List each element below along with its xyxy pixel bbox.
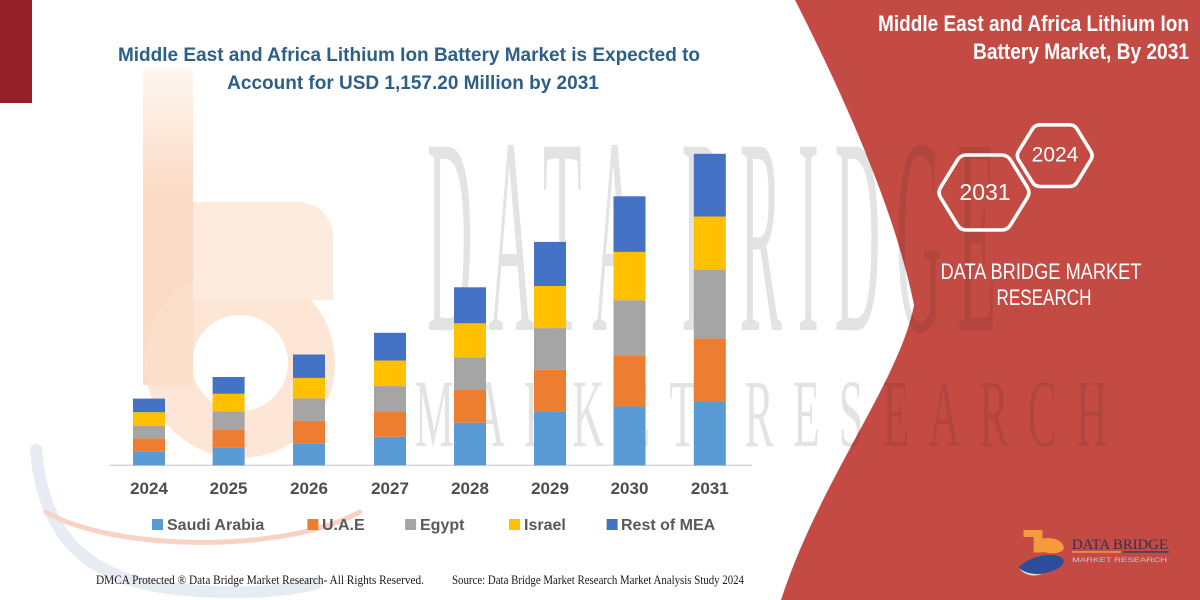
svg-text:DMCA Protected ® Data Bridge M: DMCA Protected ® Data Bridge Market Rese… [96,573,424,587]
svg-text:Source: Data Bridge Market Res: Source: Data Bridge Market Research Mark… [452,573,745,587]
svg-text:2030: 2030 [611,479,649,498]
svg-text:2027: 2027 [371,479,409,498]
svg-text:2029: 2029 [531,479,569,498]
svg-text:DATA BRIDGE: DATA BRIDGE [1072,537,1168,553]
svg-text:Middle East and Africa Lithium: Middle East and Africa Lithium Ion Batte… [118,45,700,66]
svg-text:Saudi Arabia: Saudi Arabia [167,517,264,534]
svg-text:2024: 2024 [130,479,168,498]
svg-text:Egypt: Egypt [420,517,465,534]
svg-text:Account for USD 1,157.20 Milli: Account for USD 1,157.20 Million by 2031 [227,73,599,94]
svg-text:Israel: Israel [524,517,566,534]
svg-text:2028: 2028 [451,479,489,498]
svg-text:DATA BRIDGE MARKET: DATA BRIDGE MARKET [941,259,1142,284]
svg-text:2026: 2026 [290,479,328,498]
svg-text:Battery Market, By 2031: Battery Market, By 2031 [973,39,1189,64]
svg-text:RESEARCH: RESEARCH [997,285,1092,310]
svg-text:2025: 2025 [210,479,248,498]
svg-text:2024: 2024 [1032,144,1079,167]
svg-text:U.A.E: U.A.E [322,517,365,534]
svg-text:Middle East and Africa Lithium: Middle East and Africa Lithium Ion [878,11,1189,36]
svg-text:MARKET RESEARCH: MARKET RESEARCH [1072,557,1167,564]
svg-text:2031: 2031 [691,479,729,498]
svg-text:Rest of MEA: Rest of MEA [621,517,716,534]
svg-text:2031: 2031 [959,179,1010,205]
svg-text:DATA BRIDGE: DATA BRIDGE [427,80,1012,391]
